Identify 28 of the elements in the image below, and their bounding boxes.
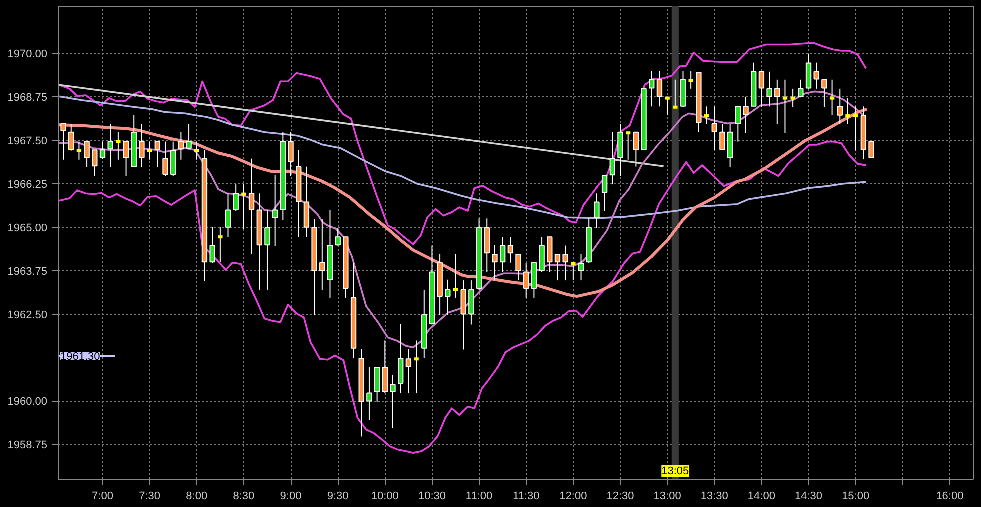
y-tick-label: 1967.50 bbox=[8, 135, 48, 148]
x-tick-label: 10:00 bbox=[371, 490, 399, 502]
x-tick-label: 7:30 bbox=[139, 490, 161, 502]
x-tick-label: 9:00 bbox=[280, 490, 302, 502]
x-tick-label: 13:30 bbox=[700, 490, 728, 502]
x-tick-label: 14:00 bbox=[748, 490, 776, 502]
y-tick-label: 1960.00 bbox=[8, 396, 48, 408]
x-tick-label: 15:00 bbox=[842, 490, 870, 502]
ref-line-label: 13:05 bbox=[662, 466, 690, 478]
y-tick-label: 1962.50 bbox=[8, 309, 48, 322]
x-tick-label: 8:00 bbox=[186, 490, 208, 502]
y-tick-label: 1970.00 bbox=[8, 48, 48, 60]
y-tick-label: 1958.75 bbox=[8, 440, 48, 452]
x-tick-label: 9:30 bbox=[327, 490, 349, 502]
x-tick-label: 10:30 bbox=[418, 490, 446, 502]
y-tick-label: 1966.25 bbox=[8, 178, 48, 191]
x-tick-label: 14:30 bbox=[795, 490, 823, 502]
x-tick-label: 11:30 bbox=[513, 490, 540, 502]
y-tick-label: 1968.75 bbox=[8, 92, 48, 104]
y-tick-label: 1965.00 bbox=[8, 222, 48, 234]
x-tick-label: 7:00 bbox=[92, 490, 114, 502]
x-tick-label: 8:30 bbox=[233, 490, 255, 502]
x-tick-label: 16:00 bbox=[936, 490, 964, 502]
x-tick-label: 13:00 bbox=[654, 490, 682, 502]
y-tick-label: 1963.75 bbox=[8, 266, 48, 278]
x-tick-label: 11:00 bbox=[466, 490, 493, 502]
x-tick-label: 12:00 bbox=[560, 490, 588, 502]
x-tick-label: 12:30 bbox=[606, 490, 634, 502]
